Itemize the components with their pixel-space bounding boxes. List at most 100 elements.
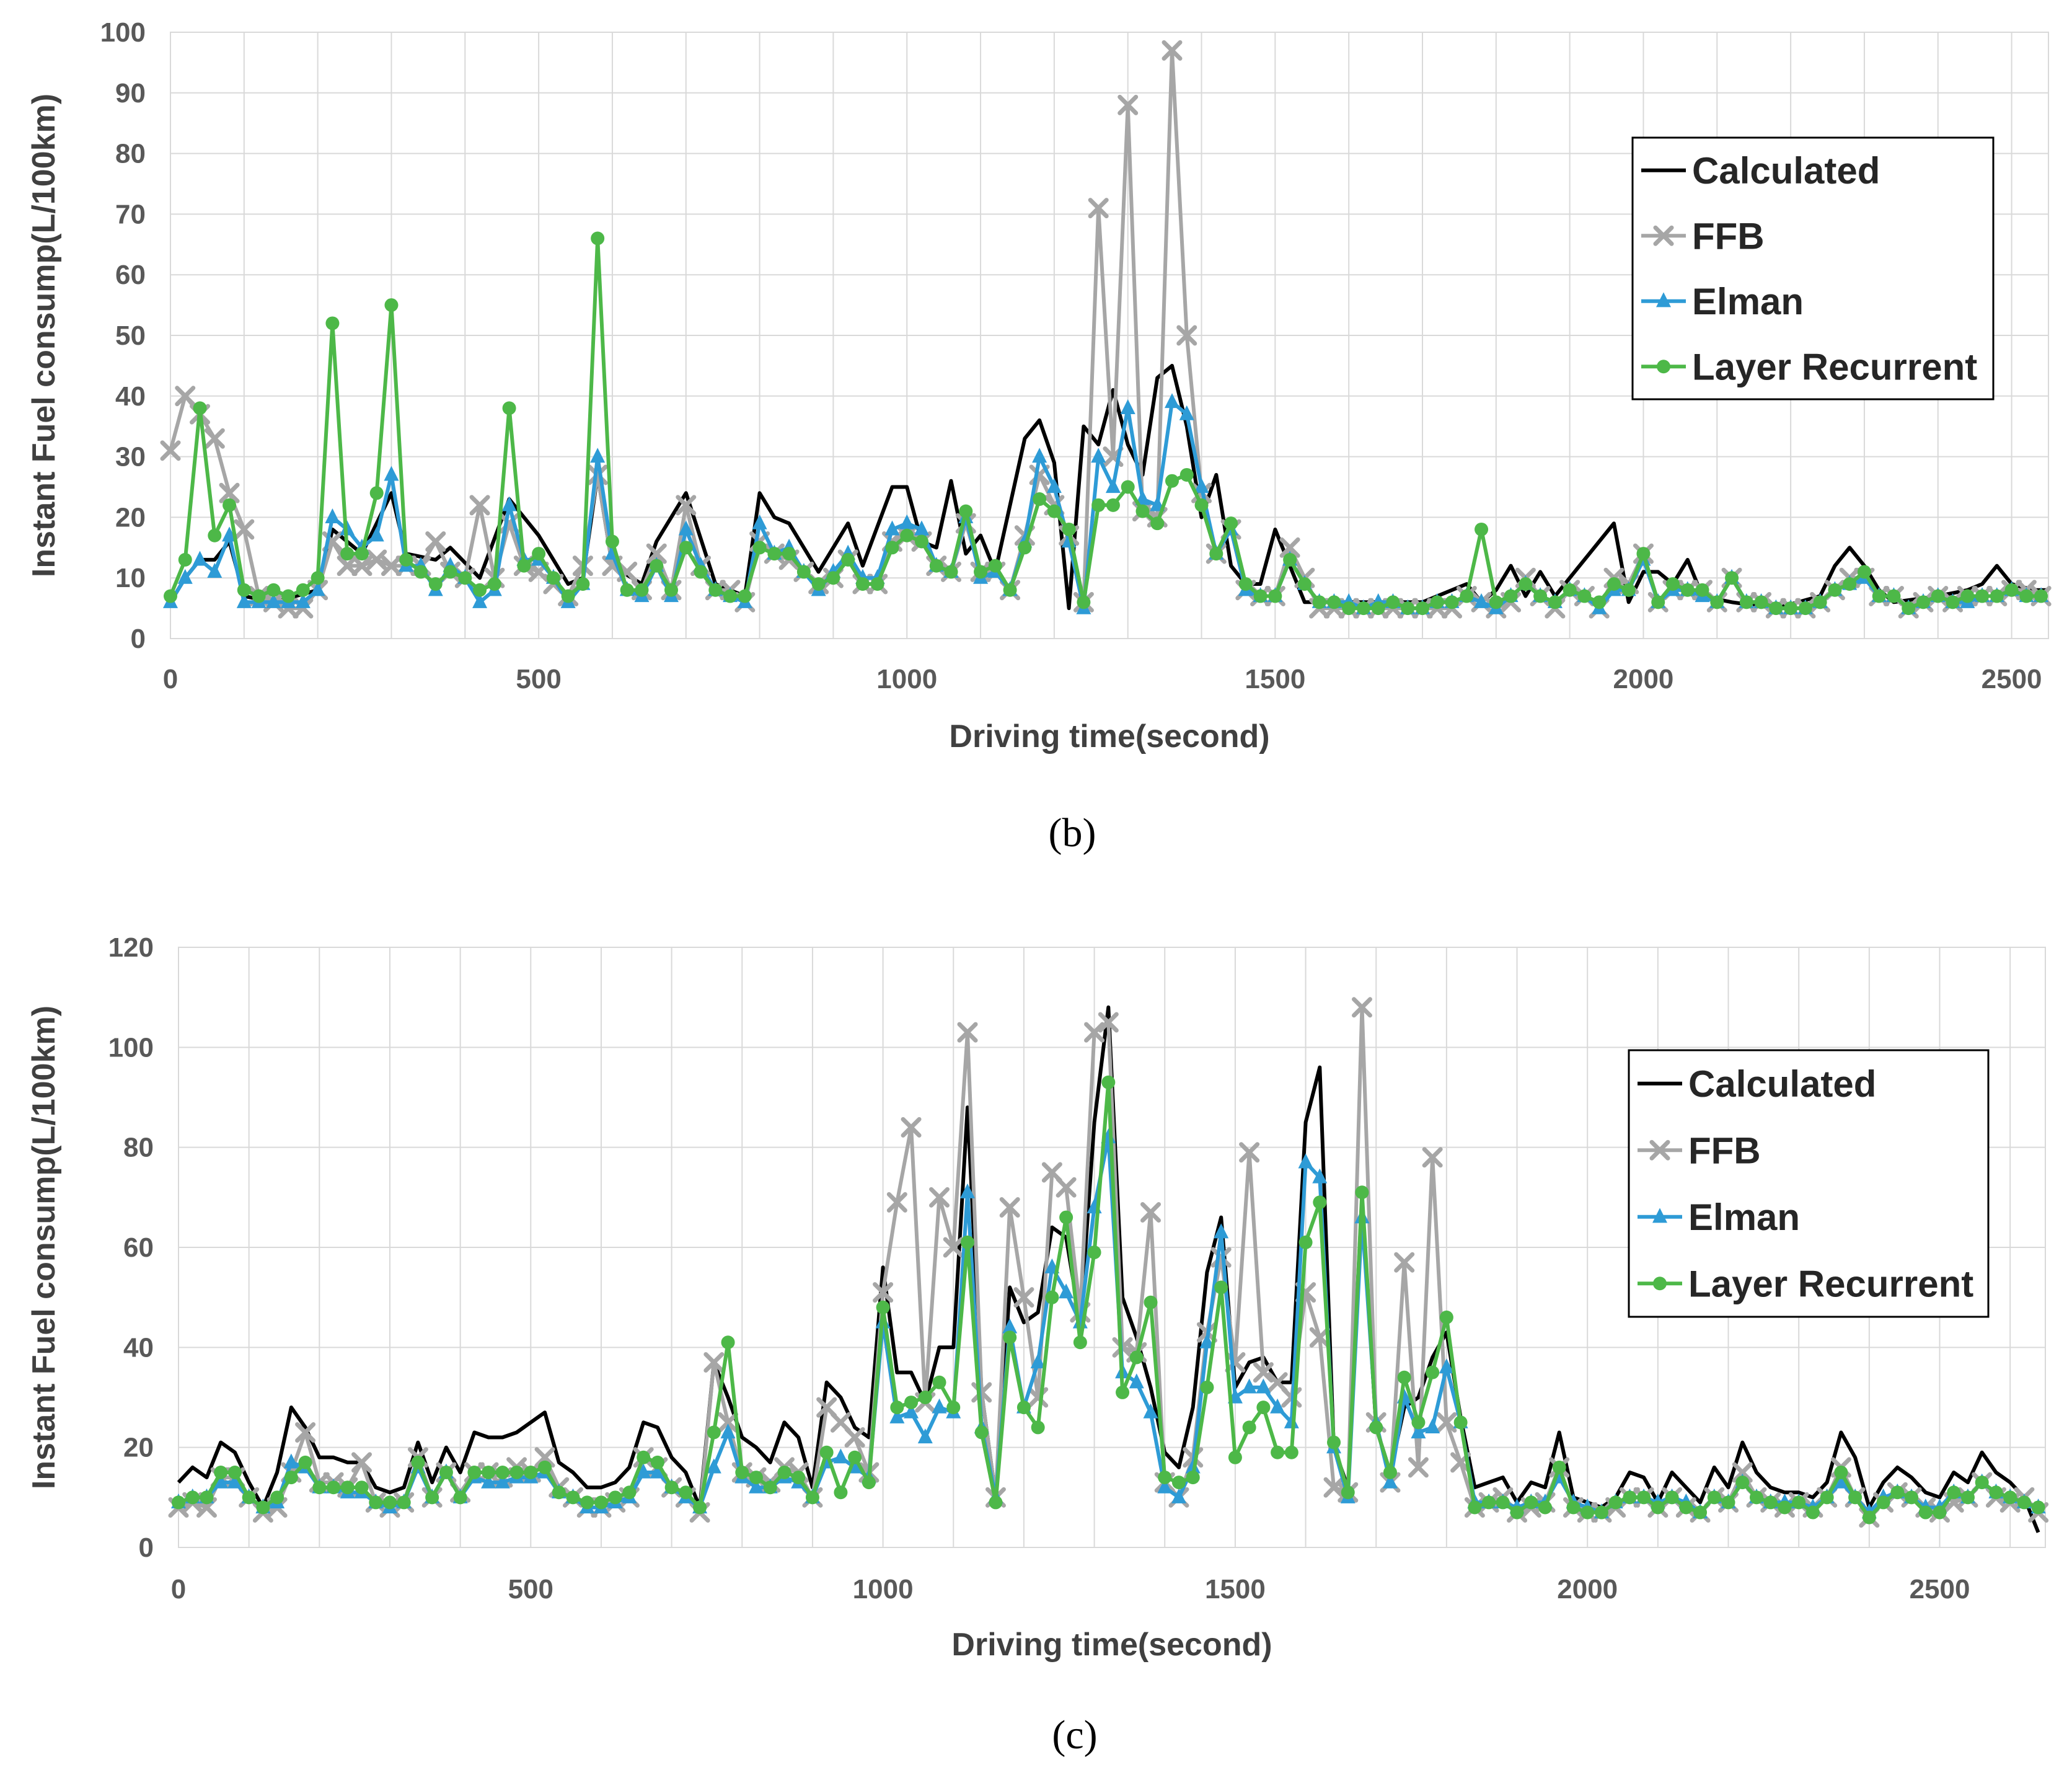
data-point-layer-recurrent xyxy=(538,1460,552,1474)
data-point-layer-recurrent xyxy=(517,559,531,573)
data-point-elman xyxy=(1046,478,1062,493)
data-point-ffb xyxy=(175,386,196,407)
data-point-layer-recurrent xyxy=(487,577,501,591)
y-tick-label: 60 xyxy=(115,260,146,290)
data-point-layer-recurrent xyxy=(650,1455,664,1469)
data-point-elman xyxy=(1214,1223,1229,1239)
data-point-layer-recurrent xyxy=(1739,595,1753,609)
data-point-layer-recurrent xyxy=(1327,595,1341,609)
data-point-layer-recurrent xyxy=(876,1300,890,1314)
data-point-ffb xyxy=(337,555,358,577)
data-point-layer-recurrent xyxy=(796,565,811,579)
legend-label-calculated: Calculated xyxy=(1688,1063,1876,1105)
data-point-layer-recurrent xyxy=(281,589,296,603)
legend-label-calculated: Calculated xyxy=(1692,150,1880,192)
y-tick-label: 10 xyxy=(115,563,146,593)
data-point-layer-recurrent xyxy=(1171,1476,1186,1490)
data-point-elman xyxy=(590,448,606,463)
data-point-layer-recurrent xyxy=(960,1235,974,1249)
data-point-layer-recurrent xyxy=(1059,1210,1073,1224)
data-point-layer-recurrent xyxy=(1106,498,1120,512)
data-point-elman xyxy=(959,1183,975,1198)
data-point-elman xyxy=(222,526,237,542)
y-axis-label: Instant Fuel consump(L/100km) xyxy=(26,1006,62,1489)
data-point-layer-recurrent xyxy=(566,1490,580,1505)
data-point-layer-recurrent xyxy=(620,583,634,597)
data-point-layer-recurrent xyxy=(1621,583,1636,597)
data-point-layer-recurrent xyxy=(900,528,914,542)
data-point-layer-recurrent xyxy=(1312,595,1326,609)
data-point-elman xyxy=(501,496,517,511)
data-point-layer-recurrent xyxy=(944,565,958,579)
data-point-elman xyxy=(1474,593,1489,608)
data-point-layer-recurrent xyxy=(1209,547,1223,561)
data-point-layer-recurrent xyxy=(1356,601,1370,616)
legend-marker-elman xyxy=(1652,1208,1667,1223)
data-point-layer-recurrent xyxy=(1679,1500,1693,1515)
data-point-layer-recurrent xyxy=(369,486,384,500)
data-point-ffb xyxy=(234,519,255,540)
data-point-layer-recurrent xyxy=(200,1490,214,1505)
data-point-elman xyxy=(1091,448,1106,463)
data-point-elman xyxy=(227,1473,242,1489)
data-point-layer-recurrent xyxy=(1268,589,1282,603)
data-point-elman xyxy=(384,466,399,481)
data-point-layer-recurrent xyxy=(1283,552,1297,567)
data-point-layer-recurrent xyxy=(1077,595,1091,609)
data-point-elman xyxy=(889,1408,905,1423)
data-point-layer-recurrent xyxy=(178,552,192,567)
data-point-layer-recurrent xyxy=(296,583,310,597)
data-point-layer-recurrent xyxy=(340,547,355,561)
data-point-layer-recurrent xyxy=(777,1466,791,1479)
data-point-layer-recurrent xyxy=(467,1466,482,1479)
data-point-layer-recurrent xyxy=(325,316,340,330)
y-tick-label: 60 xyxy=(123,1232,154,1263)
data-point-layer-recurrent xyxy=(1489,595,1503,609)
data-point-layer-recurrent xyxy=(1355,1185,1369,1200)
data-point-layer-recurrent xyxy=(1813,595,1827,609)
data-point-layer-recurrent xyxy=(1769,601,1783,616)
data-point-ffb xyxy=(469,495,490,516)
data-point-layer-recurrent xyxy=(1371,601,1385,616)
data-point-ffb xyxy=(204,428,225,449)
data-point-layer-recurrent xyxy=(1905,1490,1919,1505)
data-point-layer-recurrent xyxy=(355,547,369,561)
series-calculated xyxy=(177,1005,2040,1533)
data-point-elman xyxy=(1298,1153,1313,1169)
data-point-layer-recurrent xyxy=(2019,589,2034,603)
x-axis-label: Driving time(second) xyxy=(949,719,1269,754)
data-point-layer-recurrent xyxy=(1253,589,1267,603)
data-point-elman xyxy=(325,508,340,523)
data-point-layer-recurrent xyxy=(1680,583,1695,597)
data-point-layer-recurrent xyxy=(885,541,899,555)
series-line-calculated xyxy=(177,1005,2040,1533)
x-tick-label: 500 xyxy=(508,1574,553,1604)
data-point-layer-recurrent xyxy=(752,541,767,555)
data-point-layer-recurrent xyxy=(1524,1495,1538,1510)
data-point-layer-recurrent xyxy=(1566,1500,1580,1515)
data-point-layer-recurrent xyxy=(1016,1401,1031,1415)
data-point-elman xyxy=(495,1473,510,1489)
x-tick-label: 1000 xyxy=(876,664,937,694)
data-point-layer-recurrent xyxy=(1872,589,1886,603)
data-point-layer-recurrent xyxy=(635,583,649,597)
data-point-layer-recurrent xyxy=(834,1485,848,1500)
data-point-layer-recurrent xyxy=(650,559,664,573)
data-point-layer-recurrent xyxy=(1165,474,1179,488)
plot-area xyxy=(170,32,2049,639)
data-point-elman xyxy=(1256,1378,1271,1394)
data-point-layer-recurrent xyxy=(1062,522,1076,536)
data-point-ffb xyxy=(873,1282,894,1303)
data-point-layer-recurrent xyxy=(576,577,590,591)
x-tick-label: 2000 xyxy=(1613,664,1674,694)
data-point-elman xyxy=(295,593,311,608)
data-point-layer-recurrent xyxy=(959,504,973,518)
legend-label-elman: Elman xyxy=(1692,281,1804,322)
data-point-layer-recurrent xyxy=(805,1490,819,1505)
data-point-layer-recurrent xyxy=(1200,1380,1214,1394)
data-point-layer-recurrent xyxy=(1563,583,1577,597)
data-point-layer-recurrent xyxy=(1186,1471,1200,1485)
data-point-layer-recurrent xyxy=(1453,1415,1468,1430)
data-point-layer-recurrent xyxy=(172,1495,185,1510)
data-point-layer-recurrent xyxy=(679,1485,693,1500)
